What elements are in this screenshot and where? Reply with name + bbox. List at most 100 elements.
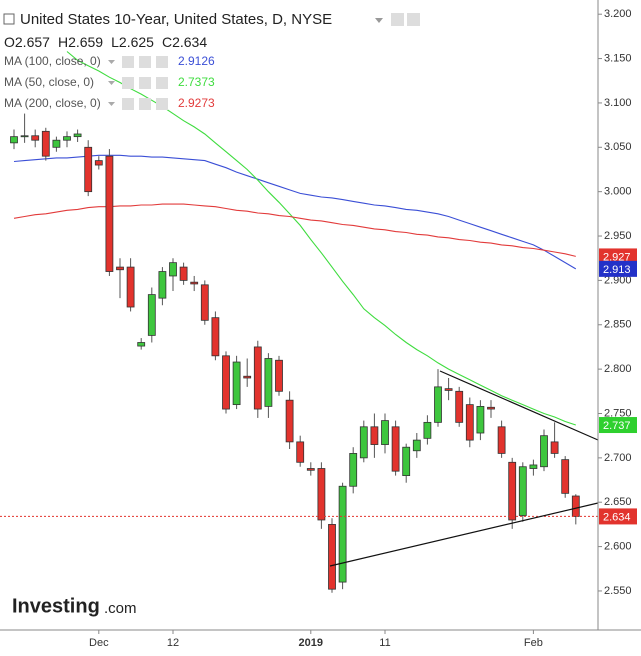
indicator-name: MA (200, close, 0) [4,96,101,110]
candle-body [73,133,82,138]
candle-body [41,130,50,157]
indicator-icon [139,98,151,110]
price-tag [599,260,637,277]
legend-header: United States 10-Year, United States, D,… [3,11,420,110]
candle-body [200,284,209,321]
dropdown-icon [108,60,115,64]
eye-icon[interactable] [391,13,404,26]
price-tag [599,508,637,525]
dropdown-icon [108,102,115,106]
price-tag-label: 2.913 [603,264,631,276]
dropdown-icon[interactable] [375,18,383,23]
ohlc-value: 2.625 [119,34,154,50]
indicator-value: 2.7373 [178,75,215,89]
trendline [439,370,599,441]
candle-body [20,135,29,138]
candle-body [169,262,177,277]
candle-body [296,441,305,463]
candle-body [179,266,188,281]
indicator-value: 2.9126 [178,54,215,68]
indicator-icon [122,98,134,110]
y-tick-label: 2.650 [604,496,632,508]
y-tick-label: 2.900 [604,274,632,286]
dropdown-icon [108,81,115,85]
candle-body [126,266,135,308]
candle-body [476,405,485,434]
x-tick-label: 2019 [299,637,323,649]
ma-line [66,51,576,426]
candle-body [328,524,336,590]
indicator-icon [139,77,151,89]
candle-body [550,441,559,454]
indicator-name: MA (100, close, 0) [4,54,101,68]
trendline [329,502,599,567]
candle-body [147,294,156,336]
candle-body [63,136,71,141]
candle-body [94,160,103,166]
y-tick-label: 2.750 [604,407,632,419]
plot-area [0,51,598,593]
candle-body [402,446,411,477]
ohlc-label: L [111,34,119,50]
candle-body [455,390,464,423]
candle-body [529,464,538,469]
ohlc-label: H [58,34,68,50]
candle-body [444,388,453,391]
candle-body [190,281,199,285]
indicator-icon [122,56,134,68]
candle-body [317,468,326,521]
candle-body [391,426,400,472]
candle-body [381,420,389,445]
candle-body [211,317,220,357]
ohlc-value: 2.634 [172,34,207,50]
x-tick-label: 11 [379,637,390,649]
candle-body [540,435,548,468]
indicator-icon [139,56,151,68]
candle-body [561,459,570,494]
x-tick-label: 12 [167,637,179,649]
y-tick-label: 3.100 [604,97,632,109]
ohlc-label: O [4,34,15,50]
settings-icon[interactable] [407,13,420,26]
candle-body [52,139,61,148]
candle-body [264,358,273,407]
price-tag [599,417,637,434]
candle-body [158,271,167,299]
candle-body [349,453,358,487]
candle-body [497,426,506,454]
y-tick-label: 2.700 [604,452,632,464]
y-tick-label: 3.050 [604,141,632,153]
y-tick-label: 3.150 [604,52,632,64]
y-tick-label: 3.200 [604,8,632,20]
candle-body [465,404,474,441]
logo-text: Investing [12,595,100,617]
candle-body [137,342,146,347]
candle-body [306,468,315,471]
logo-suffix: .com [104,600,137,617]
ohlc-label: C [162,34,172,50]
ohlc-value: 2.657 [15,34,50,50]
y-tick-label: 2.850 [604,319,632,331]
y-tick-label: 2.550 [604,585,632,597]
candle-body [412,439,421,452]
candle-body [518,466,527,516]
candle-body [434,386,442,423]
indicator-icon [156,77,168,89]
price-tag-label: 2.737 [603,420,631,432]
candle-body [243,375,252,379]
x-tick-label: Feb [524,637,543,649]
indicator-name: MA (50, close, 0) [4,75,94,89]
indicator-legend: MA (100, close, 0) 2.9126 MA (50, close, 0… [4,54,215,110]
price-tag-label: 2.927 [603,251,631,263]
indicator-icon [156,56,168,68]
candle-body [370,426,379,445]
candle-body [84,146,93,193]
price-tag [599,248,637,265]
x-tick-label: Dec [89,637,109,649]
indicator-icon [156,98,168,110]
candle-body [359,426,368,459]
collapse-icon[interactable] [3,13,15,25]
